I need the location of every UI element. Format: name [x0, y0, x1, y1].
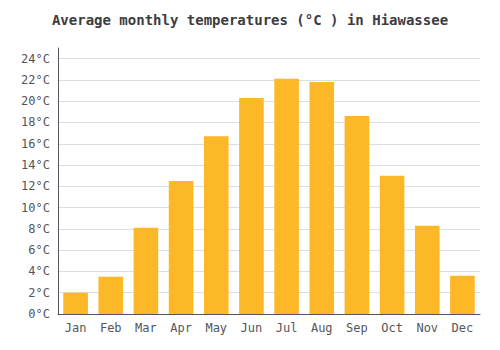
svg-text:Nov: Nov — [416, 321, 438, 335]
svg-text:Sep: Sep — [346, 321, 368, 335]
svg-text:Apr: Apr — [170, 321, 192, 335]
svg-text:0°C: 0°C — [28, 307, 50, 321]
svg-text:12°C: 12°C — [21, 179, 50, 193]
svg-text:Jul: Jul — [276, 321, 298, 335]
svg-text:24°C: 24°C — [21, 52, 50, 66]
svg-text:4°C: 4°C — [28, 264, 50, 278]
svg-text:Average monthly temperatures (: Average monthly temperatures (°C ) in Hi… — [52, 12, 448, 28]
svg-text:16°C: 16°C — [21, 137, 50, 151]
svg-text:Mar: Mar — [135, 321, 157, 335]
svg-text:2°C: 2°C — [28, 286, 50, 300]
svg-text:May: May — [205, 321, 227, 335]
svg-text:8°C: 8°C — [28, 222, 50, 236]
svg-text:14°C: 14°C — [21, 158, 50, 172]
svg-text:Aug: Aug — [311, 321, 333, 335]
svg-text:Feb: Feb — [100, 321, 122, 335]
svg-text:Oct: Oct — [381, 321, 403, 335]
svg-text:6°C: 6°C — [28, 243, 50, 257]
svg-text:Jan: Jan — [65, 321, 87, 335]
svg-text:Dec: Dec — [452, 321, 474, 335]
svg-text:20°C: 20°C — [21, 94, 50, 108]
svg-text:10°C: 10°C — [21, 201, 50, 215]
svg-text:22°C: 22°C — [21, 73, 50, 87]
svg-text:Jun: Jun — [241, 321, 263, 335]
svg-text:18°C: 18°C — [21, 115, 50, 129]
